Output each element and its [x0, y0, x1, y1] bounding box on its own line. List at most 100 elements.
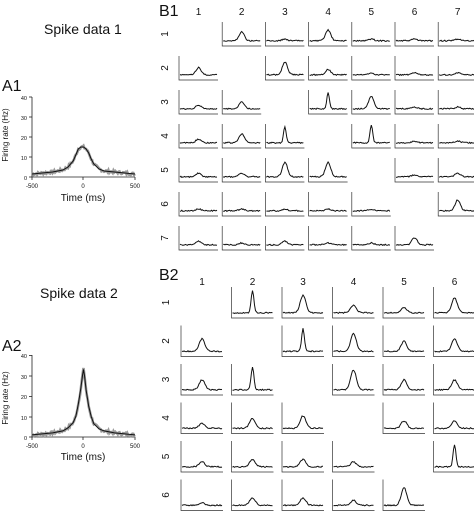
b1-grid-cell-axes	[394, 22, 434, 47]
a1-ytick-20: 20	[21, 136, 27, 142]
b1-grid-cell-axes	[437, 124, 474, 149]
b1-grid-cell	[437, 158, 474, 183]
a2-axes	[29, 355, 136, 440]
b1-grid-cell-trace	[223, 133, 261, 144]
b2-grid-cell	[332, 325, 375, 357]
b2-grid-cell-axes	[281, 479, 324, 511]
b1-grid-col-label: 5	[369, 7, 375, 18]
b2-grid-cell-axes	[382, 287, 425, 319]
b1-grid-cell-axes	[437, 90, 474, 115]
b1-grid-cell	[351, 192, 391, 217]
b2-grid-cell-trace	[434, 338, 474, 353]
b1-grid-cell	[221, 158, 262, 183]
b1-grid-cell-trace	[309, 28, 347, 42]
b1-grid-cell-trace	[223, 207, 261, 213]
a1-plot-mean-line	[31, 146, 136, 175]
b1-grid-cell-trace	[266, 38, 304, 42]
b1-grid-row-label: 2	[160, 65, 171, 71]
b2-grid-cell	[382, 479, 425, 511]
b1-grid-cell-trace	[395, 174, 434, 178]
a2-xtick-500: 500	[130, 444, 141, 450]
b1-grid-cell-axes	[265, 22, 305, 47]
b1-grid-cell-axes	[265, 56, 305, 81]
b1-grid-cell	[265, 192, 305, 217]
b2-grid-cell-trace	[232, 417, 273, 430]
b1-grid-cell-axes	[221, 158, 262, 183]
b1-grid-col-label: 7	[455, 7, 461, 18]
b2-grid-cell-trace	[333, 461, 374, 468]
b1-grid-cell	[221, 226, 262, 251]
b1-grid-cell	[265, 56, 305, 81]
b2-grid-cell	[332, 364, 375, 396]
b2-grid-row-label: 5	[161, 453, 172, 459]
a2-ylabel: Firing rate (Hz)	[1, 371, 10, 425]
b1-grid-cell-axes	[437, 158, 474, 183]
b2-grid-cell-trace	[282, 294, 324, 314]
b2-grid-row-label: 6	[161, 492, 172, 498]
b1-grid-cell	[437, 22, 474, 47]
b2-grid-cell	[231, 287, 274, 319]
b2-grid-col-label: 2	[250, 277, 256, 288]
b1-grid-cell-trace	[179, 208, 218, 213]
b2-grid-cell-axes	[180, 364, 223, 396]
b2-grid-cell	[382, 325, 425, 357]
b1-grid-cell	[221, 192, 262, 217]
a2-xtick-0: 0	[81, 444, 85, 450]
b2-grid-cell-trace	[333, 332, 374, 353]
b2-grid-cell-trace	[282, 328, 324, 353]
b1-grid-cell-trace	[309, 161, 347, 178]
b2-grid-cell-axes	[180, 402, 223, 434]
b1-grid-cell-axes	[308, 90, 348, 115]
a2-ytick-10: 10	[21, 416, 27, 422]
a2-plot-error-band	[31, 367, 136, 439]
b1-grid-cell-trace	[223, 30, 261, 42]
b2-grid-cell	[433, 441, 474, 473]
b1-grid-cell-axes	[351, 56, 391, 81]
b1-grid-cell	[394, 90, 434, 115]
b1-grid-cell-axes	[265, 124, 305, 149]
b1-grid-cell	[437, 124, 474, 149]
b1-grid-cell-trace	[352, 95, 390, 111]
b1-grid-row-label: 7	[160, 235, 171, 241]
b1-grid-col-label: 4	[325, 7, 331, 18]
b1-grid-cell-trace	[395, 38, 434, 43]
b1-grid-cell-axes	[178, 226, 218, 251]
b1-grid-cell	[437, 192, 474, 217]
a2-letter: A2	[2, 338, 22, 355]
b2-grid-cell-axes	[433, 325, 474, 357]
b1-grid-cell-trace	[352, 72, 390, 76]
b1-grid-cell	[308, 22, 348, 47]
b2-grid-cell-axes	[281, 287, 324, 319]
b1-grid-cell	[265, 124, 305, 149]
b1-grid-cell-axes	[394, 124, 434, 149]
b1-grid-cell	[308, 158, 348, 183]
b1-grid-cell-trace	[266, 124, 304, 144]
b2-grid-cell	[231, 441, 274, 473]
b2-grid-cell-axes	[231, 402, 274, 434]
b1-letter: B1	[159, 3, 179, 20]
b1-grid-cell-trace	[266, 61, 304, 76]
b1-grid-cell-axes	[394, 90, 434, 115]
a1-xtick-0: 0	[81, 184, 85, 190]
a1-ytick-10: 10	[21, 156, 27, 162]
b1-grid-cell-trace	[439, 140, 474, 145]
b1-grid-cell-trace	[266, 208, 304, 212]
b1-grid-col-label: 6	[412, 7, 418, 18]
b1-grid-cell-axes	[178, 90, 218, 115]
b1-grid-cell-axes	[394, 56, 434, 81]
b1-grid-cell-trace	[352, 241, 391, 246]
b1-grid-cell-trace	[438, 71, 474, 76]
a1-letter: A1	[2, 78, 22, 95]
b2-grid-cell-trace	[181, 422, 223, 430]
b1-grid-cell	[265, 158, 305, 183]
b1-grid-cell-trace	[223, 241, 261, 246]
b1-grid-cell-trace	[309, 92, 347, 111]
b1-grid-cell	[351, 22, 391, 47]
a2-ytick-30: 30	[21, 375, 27, 381]
b1-grid-cell-axes	[351, 124, 391, 149]
b1-grid-col-label: 1	[196, 7, 202, 18]
b2-grid-cell-axes	[433, 402, 474, 434]
b1-grid-cell-axes	[351, 226, 391, 251]
b2-grid-cell	[231, 479, 274, 511]
